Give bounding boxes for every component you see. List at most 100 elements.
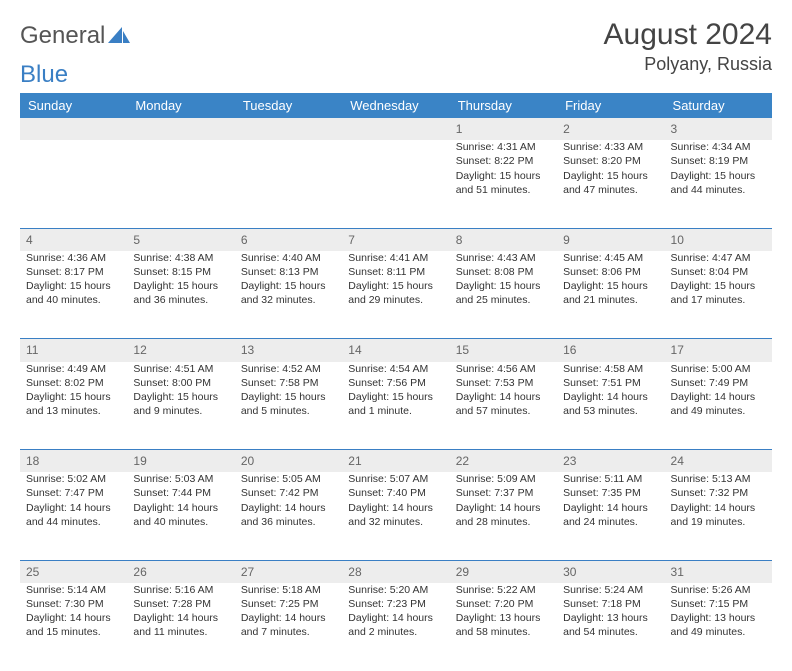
daylight-line: Daylight: 15 hours and 40 minutes. [26,279,121,307]
daylight-line: Daylight: 13 hours and 58 minutes. [456,611,551,639]
sunset-line: Sunset: 8:19 PM [671,154,766,168]
daylight-line: Daylight: 14 hours and 7 minutes. [241,611,336,639]
daylight-line: Daylight: 15 hours and 29 minutes. [348,279,443,307]
day-number-cell [342,118,449,140]
sunset-line: Sunset: 7:53 PM [456,376,551,390]
sunset-line: Sunset: 8:06 PM [563,265,658,279]
day-number-row: 18192021222324 [20,450,772,473]
day-number-row: 123 [20,118,772,140]
sunrise-line: Sunrise: 5:13 AM [671,472,766,486]
day-number-cell: 24 [665,450,772,473]
day-number-cell: 22 [450,450,557,473]
sunrise-line: Sunrise: 5:16 AM [133,583,228,597]
sunset-line: Sunset: 8:22 PM [456,154,551,168]
day-number-cell: 19 [127,450,234,473]
day-number-cell: 18 [20,450,127,473]
day-cell: Sunrise: 5:02 AMSunset: 7:47 PMDaylight:… [20,472,127,560]
day-content-row: Sunrise: 5:02 AMSunset: 7:47 PMDaylight:… [20,472,772,560]
day-number-cell: 17 [665,339,772,362]
sunrise-line: Sunrise: 4:40 AM [241,251,336,265]
day-number-cell: 29 [450,560,557,583]
daylight-line: Daylight: 13 hours and 54 minutes. [563,611,658,639]
day-cell: Sunrise: 5:24 AMSunset: 7:18 PMDaylight:… [557,583,664,671]
sunrise-line: Sunrise: 5:03 AM [133,472,228,486]
sunset-line: Sunset: 8:17 PM [26,265,121,279]
day-cell: Sunrise: 5:13 AMSunset: 7:32 PMDaylight:… [665,472,772,560]
daylight-line: Daylight: 14 hours and 15 minutes. [26,611,121,639]
daylight-line: Daylight: 14 hours and 19 minutes. [671,501,766,529]
sunset-line: Sunset: 7:49 PM [671,376,766,390]
day-cell: Sunrise: 4:49 AMSunset: 8:02 PMDaylight:… [20,362,127,450]
daylight-line: Daylight: 15 hours and 47 minutes. [563,169,658,197]
daylight-line: Daylight: 15 hours and 1 minute. [348,390,443,418]
day-content-row: Sunrise: 4:31 AMSunset: 8:22 PMDaylight:… [20,140,772,228]
weekday-header: Friday [557,93,664,118]
day-cell: Sunrise: 4:54 AMSunset: 7:56 PMDaylight:… [342,362,449,450]
daylight-line: Daylight: 15 hours and 21 minutes. [563,279,658,307]
day-number-cell: 31 [665,560,772,583]
daylight-line: Daylight: 15 hours and 51 minutes. [456,169,551,197]
day-cell: Sunrise: 4:51 AMSunset: 8:00 PMDaylight:… [127,362,234,450]
day-cell: Sunrise: 4:38 AMSunset: 8:15 PMDaylight:… [127,251,234,339]
daylight-line: Daylight: 15 hours and 36 minutes. [133,279,228,307]
logo-text-2: Blue [20,61,772,89]
day-cell: Sunrise: 5:09 AMSunset: 7:37 PMDaylight:… [450,472,557,560]
sunrise-line: Sunrise: 5:11 AM [563,472,658,486]
day-number-cell: 20 [235,450,342,473]
sunset-line: Sunset: 7:20 PM [456,597,551,611]
sunset-line: Sunset: 8:11 PM [348,265,443,279]
day-number-cell: 5 [127,228,234,251]
day-number-row: 45678910 [20,228,772,251]
day-number-row: 25262728293031 [20,560,772,583]
sunset-line: Sunset: 8:08 PM [456,265,551,279]
sunset-line: Sunset: 7:15 PM [671,597,766,611]
sunrise-line: Sunrise: 5:18 AM [241,583,336,597]
logo-sail-icon [108,27,130,45]
sunrise-line: Sunrise: 5:00 AM [671,362,766,376]
day-cell: Sunrise: 4:52 AMSunset: 7:58 PMDaylight:… [235,362,342,450]
day-number-cell: 11 [20,339,127,362]
day-number-cell: 23 [557,450,664,473]
daylight-line: Daylight: 15 hours and 5 minutes. [241,390,336,418]
sunset-line: Sunset: 7:23 PM [348,597,443,611]
daylight-line: Daylight: 14 hours and 40 minutes. [133,501,228,529]
day-number-cell: 21 [342,450,449,473]
sunrise-line: Sunrise: 5:26 AM [671,583,766,597]
sunset-line: Sunset: 7:56 PM [348,376,443,390]
sunrise-line: Sunrise: 4:47 AM [671,251,766,265]
day-cell [235,140,342,228]
sunrise-line: Sunrise: 5:02 AM [26,472,121,486]
day-number-cell: 1 [450,118,557,140]
sunrise-line: Sunrise: 4:49 AM [26,362,121,376]
sunrise-line: Sunrise: 4:34 AM [671,140,766,154]
day-number-cell: 4 [20,228,127,251]
sunrise-line: Sunrise: 4:41 AM [348,251,443,265]
daylight-line: Daylight: 15 hours and 25 minutes. [456,279,551,307]
sunset-line: Sunset: 7:18 PM [563,597,658,611]
sunrise-line: Sunrise: 5:14 AM [26,583,121,597]
day-number-cell: 3 [665,118,772,140]
day-cell [127,140,234,228]
day-number-cell: 25 [20,560,127,583]
weekday-header: Tuesday [235,93,342,118]
sunset-line: Sunset: 7:42 PM [241,486,336,500]
daylight-line: Daylight: 14 hours and 11 minutes. [133,611,228,639]
sunrise-line: Sunrise: 4:54 AM [348,362,443,376]
day-cell: Sunrise: 4:45 AMSunset: 8:06 PMDaylight:… [557,251,664,339]
daylight-line: Daylight: 14 hours and 24 minutes. [563,501,658,529]
day-cell: Sunrise: 5:11 AMSunset: 7:35 PMDaylight:… [557,472,664,560]
day-cell: Sunrise: 4:58 AMSunset: 7:51 PMDaylight:… [557,362,664,450]
sunrise-line: Sunrise: 5:24 AM [563,583,658,597]
day-number-cell: 9 [557,228,664,251]
day-number-cell: 7 [342,228,449,251]
weekday-header: Monday [127,93,234,118]
sunset-line: Sunset: 7:40 PM [348,486,443,500]
daylight-line: Daylight: 14 hours and 57 minutes. [456,390,551,418]
day-number-cell: 10 [665,228,772,251]
sunrise-line: Sunrise: 5:20 AM [348,583,443,597]
sunrise-line: Sunrise: 4:51 AM [133,362,228,376]
day-cell [342,140,449,228]
daylight-line: Daylight: 13 hours and 49 minutes. [671,611,766,639]
day-cell: Sunrise: 4:36 AMSunset: 8:17 PMDaylight:… [20,251,127,339]
sunset-line: Sunset: 7:44 PM [133,486,228,500]
